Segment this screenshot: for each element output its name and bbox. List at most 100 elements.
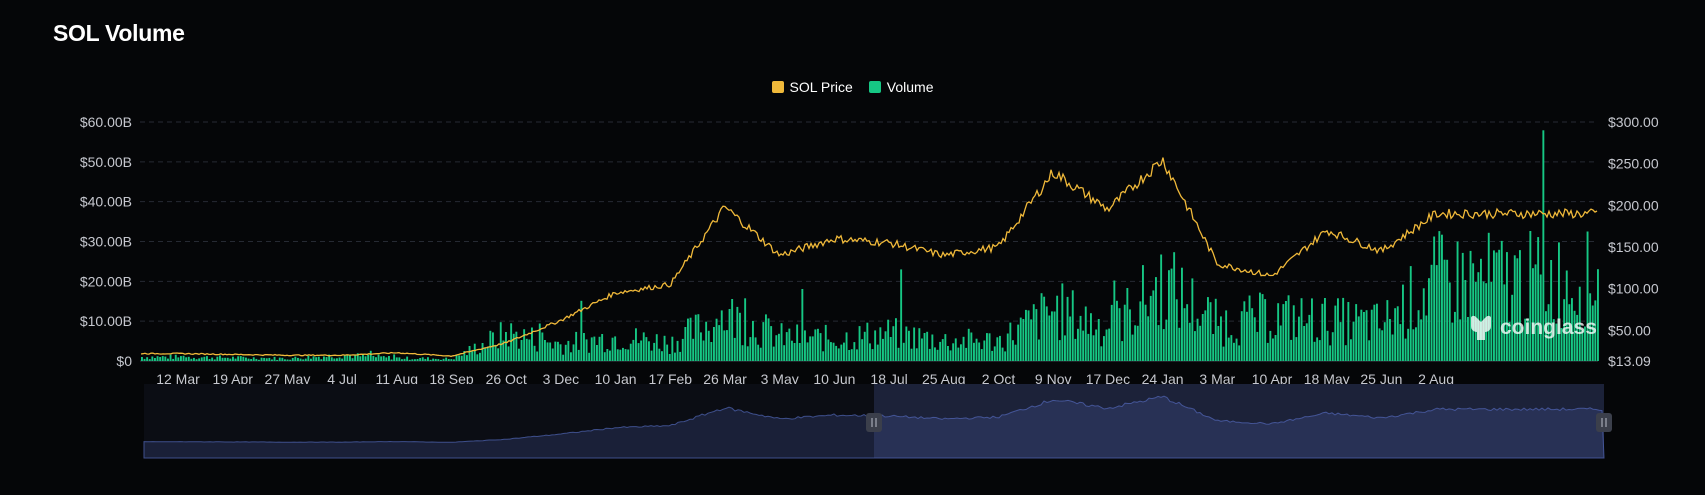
volume-bar — [1123, 304, 1126, 361]
volume-bar — [817, 328, 819, 361]
volume-bar — [146, 357, 149, 361]
volume-bar — [1409, 266, 1412, 361]
volume-bar — [255, 358, 258, 361]
volume-bar — [1134, 325, 1137, 361]
volume-bar — [401, 359, 403, 361]
volume-bar — [1251, 308, 1254, 361]
volume-bar — [1469, 250, 1472, 361]
volume-bar — [772, 346, 775, 361]
volume-bar — [416, 359, 419, 361]
volume-bar — [843, 342, 845, 361]
volume-bar — [1056, 295, 1059, 361]
volume-bar — [718, 325, 721, 361]
volume-bar — [837, 348, 840, 361]
volume-bar — [1100, 346, 1103, 361]
volume-bar — [944, 334, 947, 361]
volume-bar — [174, 354, 177, 361]
volume-bar — [375, 357, 377, 361]
y-right-tick-label: $50.00 — [1608, 322, 1651, 338]
volume-bar — [1045, 306, 1048, 361]
volume-bar — [1274, 335, 1277, 361]
volume-bar — [367, 354, 370, 361]
volume-bar — [580, 300, 583, 361]
x-tick-label: 9 Nov — [1035, 371, 1072, 387]
volume-bar — [1259, 292, 1261, 361]
volume-bar — [954, 338, 957, 361]
volume-bar — [1589, 293, 1592, 361]
volume-bar — [731, 299, 734, 361]
volume-bar — [359, 356, 362, 361]
y-left-tick-label: $0 — [116, 353, 132, 369]
volume-bar — [801, 289, 804, 361]
volume-bar — [499, 322, 502, 361]
zoom-handle-body[interactable] — [866, 413, 882, 432]
x-tick-label: 17 Dec — [1086, 371, 1130, 387]
volume-bar — [824, 324, 827, 361]
volume-bar — [1183, 308, 1186, 361]
volume-bar — [1035, 309, 1038, 361]
volume-bar — [1017, 324, 1020, 361]
x-tick-label: 10 Jan — [595, 371, 637, 387]
volume-bar — [1077, 328, 1079, 361]
x-tick-label: 11 Aug — [376, 371, 419, 387]
volume-bar — [632, 339, 635, 361]
legend-item-sol-price[interactable]: SOL Price — [771, 79, 853, 95]
volume-bar — [874, 330, 877, 361]
volume-bar — [177, 357, 180, 361]
volume-bar — [780, 323, 783, 361]
volume-bar — [637, 343, 640, 361]
volume-bar — [1519, 250, 1521, 361]
volume-bar — [809, 336, 812, 361]
volume-bar — [770, 326, 773, 361]
volume-bar — [325, 357, 328, 361]
volume-bar — [330, 357, 333, 361]
volume-bar — [1524, 318, 1527, 361]
volume-bar — [341, 358, 344, 361]
volume-bar — [947, 346, 949, 361]
volume-bar — [609, 350, 611, 361]
volume-bar — [1456, 241, 1459, 361]
volume-bar — [1417, 310, 1420, 361]
volume-bar — [421, 357, 424, 361]
volume-bar — [889, 337, 892, 361]
zoom-handle-left[interactable] — [866, 413, 882, 432]
volume-bar — [681, 338, 684, 361]
volume-bar — [689, 317, 692, 361]
x-tick-label: 26 Mar — [703, 371, 747, 387]
volume-bar — [434, 358, 437, 361]
volume-bar — [590, 337, 593, 361]
volume-bar — [619, 349, 622, 361]
volume-bar — [271, 359, 273, 361]
volume-bar — [840, 344, 843, 361]
volume-bar — [1529, 231, 1532, 361]
volume-bar — [1012, 340, 1014, 361]
volume-bar — [653, 342, 656, 361]
volume-bar — [1513, 255, 1516, 361]
volume-bar — [1082, 330, 1085, 361]
zoom-slider-selection[interactable] — [874, 384, 1604, 458]
volume-bar — [967, 328, 970, 361]
volume-bar — [798, 343, 801, 361]
volume-bar — [975, 338, 978, 361]
volume-bar — [791, 340, 793, 361]
volume-bar — [473, 343, 476, 361]
volume-bar — [1209, 302, 1212, 361]
volume-bar — [1165, 319, 1168, 361]
volume-bar — [1269, 330, 1272, 361]
volume-bar — [1025, 309, 1027, 361]
volume-bar — [237, 356, 240, 361]
volume-bar — [1407, 328, 1410, 361]
volume-bar — [507, 346, 510, 361]
volume-bar — [203, 356, 206, 361]
volume-bar — [658, 348, 661, 361]
volume-bar — [195, 359, 198, 361]
volume-bar — [814, 329, 817, 361]
volume-bar — [895, 318, 897, 361]
volume-bar — [533, 345, 536, 361]
legend-item-volume[interactable]: Volume — [868, 79, 933, 95]
volume-bar — [494, 344, 497, 361]
volume-bar — [1264, 299, 1267, 361]
zoom-handle-body[interactable] — [1596, 413, 1612, 432]
volume-bar — [343, 355, 346, 361]
zoom-handle-right[interactable] — [1596, 413, 1612, 432]
